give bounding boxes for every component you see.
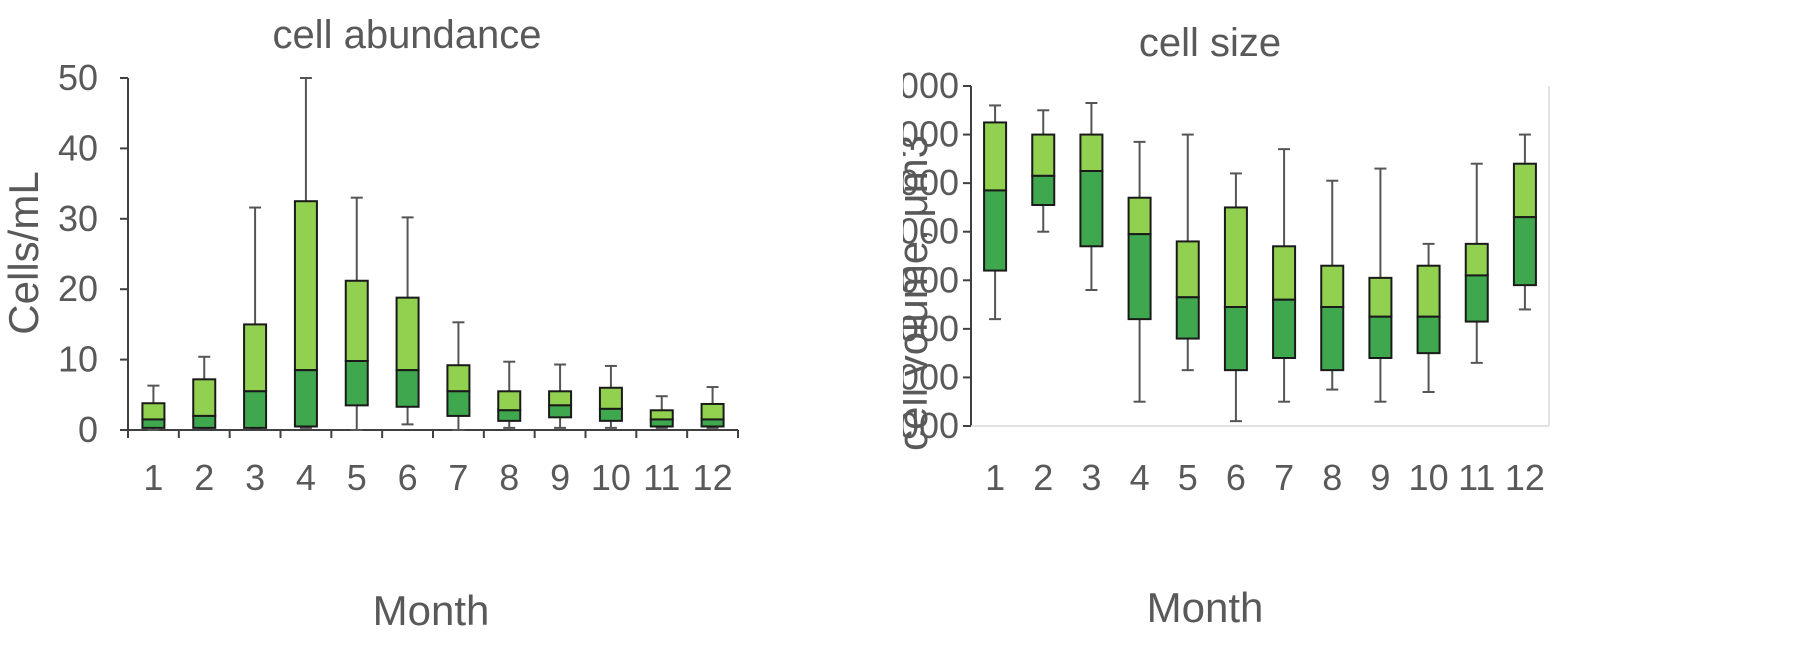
box-lower-quartile bbox=[1272, 298, 1297, 360]
box-upper-quartile bbox=[1223, 206, 1248, 308]
y-tick-label: 30 bbox=[58, 198, 98, 239]
x-tick-label: 7 bbox=[1274, 457, 1294, 498]
x-tick-label: 6 bbox=[1226, 457, 1246, 498]
box-lower-quartile bbox=[1512, 216, 1537, 287]
y-tick-label: 10000 bbox=[903, 308, 959, 349]
box-upper-quartile bbox=[395, 296, 420, 372]
box-upper-quartile bbox=[141, 402, 166, 421]
y-tick-label: 15000 bbox=[903, 65, 959, 106]
y-tick-label: 50 bbox=[58, 57, 98, 98]
x-tick-label: 2 bbox=[194, 457, 214, 498]
y-tick-label: 13000 bbox=[903, 162, 959, 203]
x-tick-label: 12 bbox=[1505, 457, 1545, 498]
box-lower-quartile bbox=[395, 369, 420, 408]
box-lower-quartile bbox=[983, 189, 1008, 272]
x-tick-label: 8 bbox=[1322, 457, 1342, 498]
box-lower-quartile bbox=[1368, 315, 1393, 360]
y-tick-label: 10 bbox=[58, 339, 98, 380]
box-upper-quartile bbox=[1464, 242, 1489, 277]
y-tick-label: 8000 bbox=[903, 405, 959, 446]
x-tick-label: 7 bbox=[448, 457, 468, 498]
x-tick-label: 4 bbox=[1130, 457, 1150, 498]
y-tick-label: 40 bbox=[58, 127, 98, 168]
box-lower-quartile bbox=[548, 404, 573, 419]
box-upper-quartile bbox=[1175, 240, 1200, 299]
chart-title: cell abundance bbox=[272, 13, 541, 57]
x-tick-label: 8 bbox=[499, 457, 519, 498]
box-lower-quartile bbox=[497, 409, 522, 422]
x-tick-label: 5 bbox=[1178, 457, 1198, 498]
x-tick-label: 2 bbox=[1033, 457, 1053, 498]
box-lower-quartile bbox=[1416, 315, 1441, 355]
cell-size-chart: cell size cell volume, μm3 Month 8000 900… bbox=[903, 21, 1550, 631]
x-tick-label: 1 bbox=[143, 457, 163, 498]
x-tick-label: 9 bbox=[1370, 457, 1390, 498]
box-upper-quartile bbox=[700, 402, 725, 421]
box-upper-quartile bbox=[1512, 162, 1537, 219]
box-upper-quartile bbox=[1416, 264, 1441, 318]
box-upper-quartile bbox=[1368, 276, 1393, 318]
box-lower-quartile bbox=[1320, 306, 1345, 372]
y-tick-label: 0 bbox=[78, 409, 98, 450]
box-lower-quartile bbox=[1464, 274, 1489, 323]
box-upper-quartile bbox=[192, 378, 217, 417]
box-upper-quartile bbox=[1031, 133, 1056, 177]
box-lower-quartile bbox=[243, 390, 268, 429]
box-lower-quartile bbox=[1223, 306, 1248, 372]
box-upper-quartile bbox=[548, 390, 573, 407]
x-axis-label: Month bbox=[373, 587, 490, 634]
x-tick-label: 11 bbox=[643, 457, 680, 498]
x-axis-label: Month bbox=[1147, 584, 1264, 631]
box-lower-quartile bbox=[141, 418, 166, 429]
box-upper-quartile bbox=[293, 200, 318, 372]
y-tick-label: 14000 bbox=[903, 114, 959, 155]
box-lower-quartile bbox=[293, 369, 318, 428]
box-upper-quartile bbox=[1127, 196, 1152, 236]
x-tick-label: 5 bbox=[347, 457, 367, 498]
box-upper-quartile bbox=[344, 279, 369, 363]
x-tick-label: 4 bbox=[296, 457, 316, 498]
y-tick-label: 20 bbox=[58, 268, 98, 309]
plot-area: 8000 9000 10000 11000 12000 13000 14000 15000 12… bbox=[903, 65, 1550, 498]
y-axis-label: cell volume, μm3 bbox=[903, 135, 936, 451]
box-upper-quartile bbox=[1272, 245, 1297, 301]
box-upper-quartile bbox=[446, 364, 471, 393]
x-tick-label: 12 bbox=[693, 457, 733, 498]
box-upper-quartile bbox=[598, 386, 623, 410]
box-lower-quartile bbox=[446, 390, 471, 417]
box-upper-quartile bbox=[983, 121, 1008, 192]
y-tick-label: 9000 bbox=[903, 356, 959, 397]
box-lower-quartile bbox=[700, 418, 725, 428]
x-tick-label: 9 bbox=[550, 457, 570, 498]
x-tick-label: 10 bbox=[1409, 457, 1449, 498]
box-upper-quartile bbox=[649, 409, 674, 421]
x-tick-label: 11 bbox=[1458, 457, 1495, 498]
x-tick-label: 1 bbox=[985, 457, 1005, 498]
box-upper-quartile bbox=[1320, 264, 1345, 309]
box-lower-quartile bbox=[649, 418, 674, 428]
x-tick-label: 3 bbox=[1081, 457, 1101, 498]
box-lower-quartile bbox=[1079, 170, 1104, 248]
box-lower-quartile bbox=[192, 414, 217, 429]
box-upper-quartile bbox=[243, 323, 268, 393]
y-tick-label: 11000 bbox=[903, 259, 959, 300]
box-lower-quartile bbox=[1175, 296, 1200, 340]
y-tick-label: 12000 bbox=[903, 211, 959, 252]
box-lower-quartile bbox=[1031, 174, 1056, 207]
cell-abundance-chart: cell abundance Cells/mL Month 0 10 20 30 40 5… bbox=[0, 13, 739, 634]
box-lower-quartile bbox=[598, 407, 623, 422]
x-tick-label: 6 bbox=[398, 457, 418, 498]
box-lower-quartile bbox=[344, 360, 369, 407]
box-upper-quartile bbox=[497, 390, 522, 412]
chart-title: cell size bbox=[1139, 21, 1281, 65]
y-axis-label: Cells/mL bbox=[0, 171, 47, 334]
box-lower-quartile bbox=[1127, 233, 1152, 321]
x-tick-label: 3 bbox=[245, 457, 265, 498]
x-tick-label: 10 bbox=[591, 457, 631, 498]
box-upper-quartile bbox=[1079, 133, 1104, 172]
